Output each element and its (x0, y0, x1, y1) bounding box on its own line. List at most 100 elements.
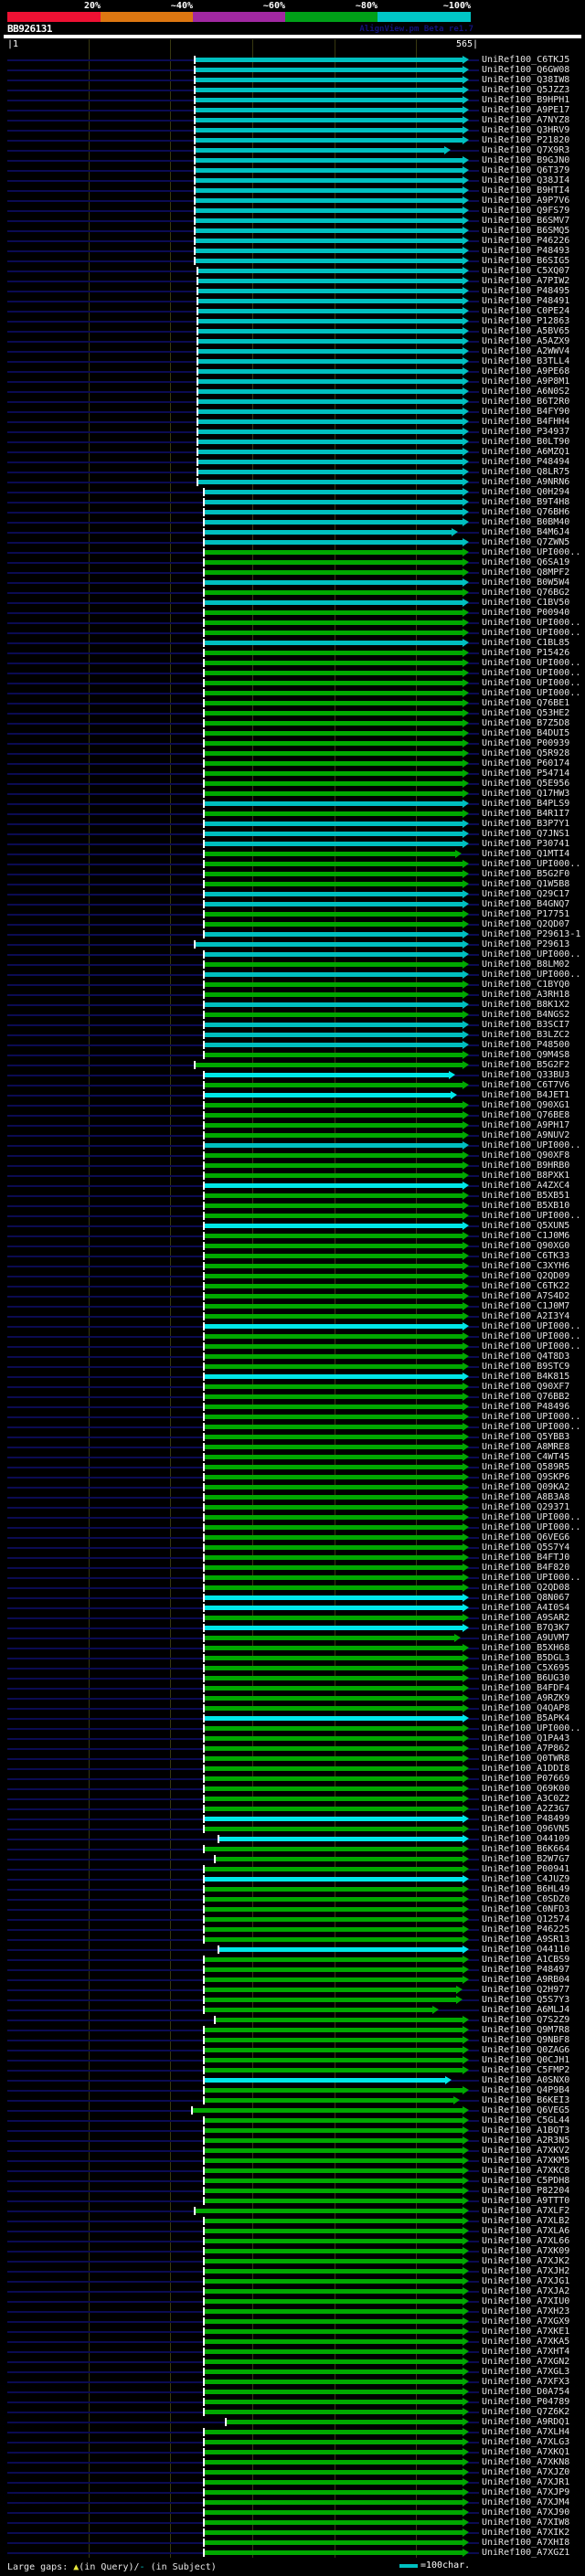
hit-row[interactable]: UniRef100_A1DDI8 (0, 1764, 585, 1774)
alignment-bar[interactable] (204, 2470, 463, 2475)
hit-label[interactable]: UniRef100_C5GL44 (482, 2115, 570, 2125)
alignment-bar[interactable] (204, 610, 463, 615)
hit-label[interactable]: UniRef100_B4FHH4 (482, 417, 570, 427)
hit-row[interactable]: UniRef100_A4ZXC4 (0, 1181, 585, 1191)
alignment-bar[interactable] (214, 1857, 463, 1861)
alignment-bar[interactable] (204, 1173, 463, 1178)
hit-row[interactable]: UniRef100_B9GJN0 (0, 155, 585, 165)
hit-label[interactable]: UniRef100_A7XHT4 (482, 2347, 570, 2357)
hit-row[interactable]: UniRef100_Q3HRV9 (0, 125, 585, 135)
hit-row[interactable]: UniRef100_C4JUZ9 (0, 1874, 585, 1884)
hit-label[interactable]: UniRef100_A7XL66 (482, 2236, 570, 2246)
hit-row[interactable]: UniRef100_P00941 (0, 1864, 585, 1874)
hit-row[interactable]: UniRef100_B4FHH4 (0, 417, 585, 427)
alignment-bar[interactable] (204, 2048, 463, 2052)
hit-label[interactable]: UniRef100_Q76BE1 (482, 698, 570, 708)
hit-row[interactable]: UniRef100_C5X695 (0, 1663, 585, 1673)
alignment-bar[interactable] (195, 942, 463, 947)
hit-label[interactable]: UniRef100_Q5R928 (482, 748, 570, 758)
alignment-bar[interactable] (204, 2098, 453, 2103)
alignment-bar[interactable] (204, 1012, 463, 1017)
hit-row[interactable]: UniRef100_B6UG30 (0, 1673, 585, 1683)
alignment-bar[interactable] (197, 409, 463, 414)
alignment-bar[interactable] (204, 1515, 463, 1520)
alignment-bar[interactable] (204, 1143, 463, 1148)
alignment-bar[interactable] (204, 2078, 445, 2083)
hit-label[interactable]: UniRef100_A3RH18 (482, 990, 570, 1000)
hit-label[interactable]: UniRef100_B4FY90 (482, 407, 570, 417)
hit-row[interactable]: UniRef100_C5PDH8 (0, 2176, 585, 2186)
alignment-bar[interactable] (204, 1676, 463, 1680)
hit-row[interactable]: UniRef100_A4I0S4 (0, 1603, 585, 1613)
hit-row[interactable]: UniRef100_C0NFD3 (0, 1904, 585, 1914)
alignment-bar[interactable] (204, 2540, 463, 2545)
hit-label[interactable]: UniRef100_B4JET1 (482, 1090, 570, 1100)
hit-label[interactable]: UniRef100_Q53HE2 (482, 708, 570, 718)
hit-row[interactable]: UniRef100_Q1PA43 (0, 1733, 585, 1744)
hit-row[interactable]: UniRef100_UPI000.. (0, 618, 585, 628)
hit-label[interactable]: UniRef100_A9P8M1 (482, 376, 570, 387)
alignment-bar[interactable] (204, 932, 463, 937)
alignment-bar[interactable] (204, 1374, 463, 1379)
alignment-bar[interactable] (204, 992, 463, 997)
hit-label[interactable]: UniRef100_Q0H294 (482, 487, 570, 497)
hit-label[interactable]: UniRef100_Q0ZAG6 (482, 2045, 570, 2055)
hit-row[interactable]: UniRef100_UPI000.. (0, 1573, 585, 1583)
alignment-bar[interactable] (195, 198, 463, 203)
hit-label[interactable]: UniRef100_UPI000.. (482, 1331, 581, 1341)
hit-label[interactable]: UniRef100_A7XLA6 (482, 2226, 570, 2236)
alignment-bar[interactable] (204, 1364, 463, 1369)
alignment-bar[interactable] (204, 1465, 463, 1469)
hit-label[interactable]: UniRef100_C1BL85 (482, 638, 570, 648)
hit-row[interactable]: UniRef100_C6TKJ5 (0, 55, 585, 65)
hit-label[interactable]: UniRef100_B6HL49 (482, 1884, 570, 1894)
hit-label[interactable]: UniRef100_B4R1I7 (482, 809, 570, 819)
hit-label[interactable]: UniRef100_B5G2F0 (482, 869, 570, 879)
alignment-bar[interactable] (204, 1002, 463, 1007)
hit-row[interactable]: UniRef100_A7XKN8 (0, 2457, 585, 2467)
hit-row[interactable]: UniRef100_P21820 (0, 135, 585, 145)
hit-label[interactable]: UniRef100_A7XKA5 (482, 2337, 570, 2347)
alignment-bar[interactable] (204, 1595, 463, 1600)
hit-row[interactable]: UniRef100_A7XKC8 (0, 2166, 585, 2176)
hit-row[interactable]: UniRef100_UPI000.. (0, 970, 585, 980)
alignment-bar[interactable] (204, 2219, 463, 2223)
hit-row[interactable]: UniRef100_Q2QD07 (0, 919, 585, 929)
hit-row[interactable]: UniRef100_A6MZQ1 (0, 447, 585, 457)
hit-label[interactable]: UniRef100_B5XB10 (482, 1201, 570, 1211)
hit-label[interactable]: UniRef100_B9HPH1 (482, 95, 570, 105)
alignment-bar[interactable] (204, 1224, 463, 1228)
hit-label[interactable]: UniRef100_Q38JI4 (482, 175, 570, 186)
hit-label[interactable]: UniRef100_Q9M4S8 (482, 1050, 570, 1060)
alignment-bar[interactable] (195, 239, 463, 243)
hit-label[interactable]: UniRef100_B5DGL3 (482, 1653, 570, 1663)
hit-row[interactable]: UniRef100_P48491 (0, 296, 585, 306)
alignment-bar[interactable] (204, 500, 463, 504)
hit-label[interactable]: UniRef100_Q4T8D3 (482, 1352, 570, 1362)
hit-row[interactable]: UniRef100_B3TLL4 (0, 356, 585, 366)
alignment-bar[interactable] (204, 842, 463, 846)
hit-row[interactable]: UniRef100_UPI000.. (0, 1412, 585, 1422)
hit-row[interactable]: UniRef100_UPI000.. (0, 1211, 585, 1221)
hit-row[interactable]: UniRef100_B5XB51 (0, 1191, 585, 1201)
hit-label[interactable]: UniRef100_A7XJR1 (482, 2477, 570, 2487)
alignment-bar[interactable] (204, 2279, 463, 2284)
hit-label[interactable]: UniRef100_Q5XUN5 (482, 1221, 570, 1231)
hit-row[interactable]: UniRef100_Q5R928 (0, 748, 585, 758)
alignment-bar[interactable] (204, 620, 463, 625)
hit-row[interactable]: UniRef100_A7XGN2 (0, 2357, 585, 2367)
hit-row[interactable]: UniRef100_P48495 (0, 286, 585, 296)
hit-row[interactable]: UniRef100_C5GL44 (0, 2115, 585, 2125)
hit-row[interactable]: UniRef100_A7XGX9 (0, 2316, 585, 2327)
hit-row[interactable]: UniRef100_Q76BE1 (0, 698, 585, 708)
hit-row[interactable]: UniRef100_Q76BG2 (0, 588, 585, 598)
hit-label[interactable]: UniRef100_A2I3Y4 (482, 1311, 570, 1321)
alignment-bar[interactable] (204, 2460, 463, 2465)
hit-row[interactable]: UniRef100_A3RH18 (0, 990, 585, 1000)
hit-label[interactable]: UniRef100_P48491 (482, 296, 570, 306)
alignment-bar[interactable] (204, 972, 463, 977)
hit-label[interactable]: UniRef100_Q5S7Y4 (482, 1542, 570, 1553)
alignment-bar[interactable] (204, 1324, 463, 1329)
hit-label[interactable]: UniRef100_Q33BU3 (482, 1070, 570, 1080)
hit-row[interactable]: UniRef100_B6K664 (0, 1844, 585, 1854)
